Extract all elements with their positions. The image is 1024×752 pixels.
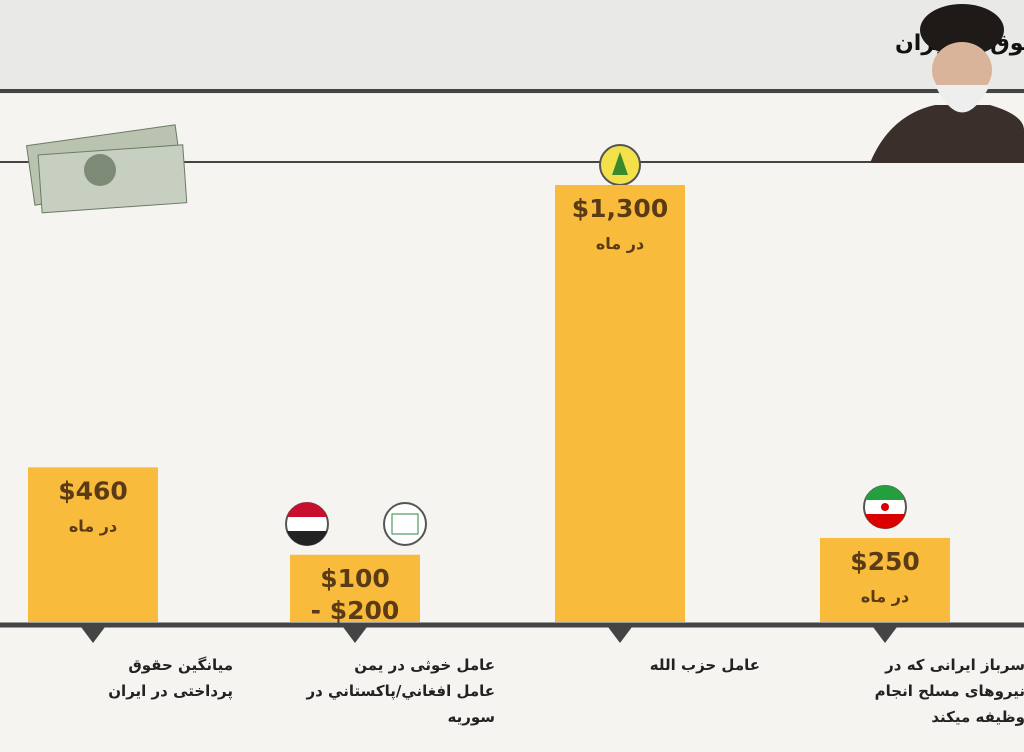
value-label: $460	[58, 476, 128, 505]
hezbollah-icon	[599, 144, 641, 186]
bar	[28, 467, 158, 622]
category-label: میانگین حقوق پرداختی در ایران	[108, 656, 233, 700]
militia-emblem	[383, 502, 427, 546]
unit-label: در ماه	[861, 587, 909, 606]
category-label: عامل خوثی در یمن عامل افغاني/پاکستاني در…	[306, 656, 496, 726]
portrait	[870, 4, 1024, 163]
bar	[555, 185, 685, 622]
money-icon	[25, 124, 188, 214]
category-label: عامل حزب الله	[649, 656, 760, 674]
bar	[820, 537, 950, 622]
value-label: $100- $200	[311, 564, 400, 625]
header-band	[0, 0, 1024, 90]
syria-flag	[285, 502, 329, 546]
category-label: سرباز ایرانی که در نیروهای مسلح انجام وظ…	[874, 656, 1024, 726]
pointer	[81, 627, 105, 643]
pointer	[608, 627, 632, 643]
bar	[290, 554, 420, 622]
value-label: $250	[850, 547, 920, 576]
value-label: $1,300	[572, 194, 668, 223]
pointer	[873, 627, 897, 643]
pointer	[343, 627, 367, 643]
iran-flag	[863, 485, 907, 529]
unit-label: در ماه	[69, 516, 117, 535]
unit-label: در ماه	[596, 234, 644, 253]
